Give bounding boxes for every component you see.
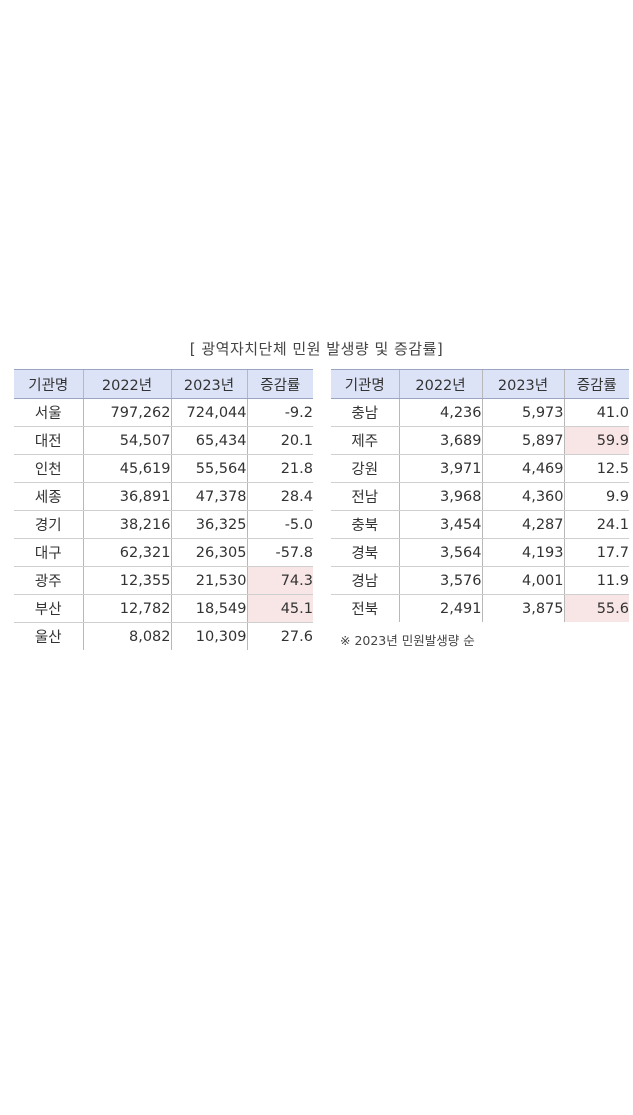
- agency-cell: 경기: [14, 510, 83, 539]
- header-2023: 2023년: [170, 369, 247, 399]
- rate-cell: 17.7: [563, 538, 629, 567]
- complaints-table-left: 기관명 2022년 2023년 증감률 서울 797,262 724,044 -9.2…: [14, 369, 313, 650]
- value-2022-cell: 12,355: [82, 566, 171, 595]
- agency-cell: 강원: [331, 454, 399, 483]
- rate-cell: -9.2: [246, 398, 313, 427]
- value-2023-cell: 18,549: [170, 594, 247, 623]
- rate-cell: 9.9: [563, 482, 629, 511]
- header-2023: 2023년: [481, 369, 564, 399]
- agency-cell: 인천: [14, 454, 83, 483]
- value-2023-cell: 4,001: [481, 566, 564, 595]
- rate-cell: 21.8: [246, 454, 313, 483]
- value-2022-cell: 54,507: [82, 426, 171, 455]
- value-2022-cell: 62,321: [82, 538, 171, 567]
- rate-cell: -57.8: [246, 538, 313, 567]
- value-2022-cell: 4,236: [398, 398, 482, 427]
- value-2023-cell: 5,973: [481, 398, 564, 427]
- header-row: 기관명 2022년 2023년 증감률: [331, 369, 629, 399]
- rate-cell: 27.6: [246, 622, 313, 650]
- table-row: 광주 12,355 21,530 74.3: [14, 566, 313, 595]
- rate-cell: 20.1: [246, 426, 313, 455]
- value-2022-cell: 797,262: [82, 398, 171, 427]
- agency-cell: 대전: [14, 426, 83, 455]
- table-row: 전남 3,968 4,360 9.9: [331, 482, 629, 511]
- value-2023-cell: 4,469: [481, 454, 564, 483]
- agency-cell: 경북: [331, 538, 399, 567]
- value-2023-cell: 10,309: [170, 622, 247, 650]
- agency-cell: 울산: [34, 630, 62, 646]
- table-row: 경남 3,576 4,001 11.9: [331, 566, 629, 595]
- table-row: 경기 38,216 36,325 -5.0: [14, 510, 313, 539]
- value-2023-cell: 36,325: [170, 510, 247, 539]
- header-2022: 2022년: [82, 369, 171, 399]
- agency-cell: 대구: [14, 538, 83, 567]
- rate-cell: 74.3: [246, 566, 313, 595]
- rate-cell: 24.1: [563, 510, 629, 539]
- header-rate: 증감률: [246, 369, 313, 399]
- value-2023-cell: 55,564: [170, 454, 247, 483]
- agency-cell: 서울: [14, 398, 83, 427]
- agency-cell: 전북: [351, 602, 379, 618]
- value-2023-cell: 4,193: [481, 538, 564, 567]
- agency-cell: 제주: [331, 426, 399, 455]
- table-row: 전북 2,491 3,875 55.6: [331, 594, 629, 622]
- rate-cell: 45.1: [246, 594, 313, 623]
- table-row: 인천 45,619 55,564 21.8: [14, 454, 313, 483]
- value-2023-cell: 47,378: [170, 482, 247, 511]
- table-row: 대전 54,507 65,434 20.1: [14, 426, 313, 455]
- value-2022-cell: 38,216: [82, 510, 171, 539]
- agency-cell: 광주: [14, 566, 83, 595]
- rate-cell: -5.0: [246, 510, 313, 539]
- value-2022-cell: 12,782: [82, 594, 171, 623]
- value-2023-cell: 724,044: [170, 398, 247, 427]
- value-2022-cell: 3,968: [398, 482, 482, 511]
- table-caption: [ 광역자치단체 민원 발생량 및 증감률]: [189, 340, 444, 358]
- value-2023-cell: 4,287: [481, 510, 564, 539]
- table-row: 서울 797,262 724,044 -9.2: [14, 398, 313, 427]
- value-2023-cell: 3,875: [481, 594, 564, 622]
- value-2022-cell: 36,891: [82, 482, 171, 511]
- value-2023-cell: 5,897: [481, 426, 564, 455]
- value-2022-cell: 45,619: [82, 454, 171, 483]
- table-row: 강원 3,971 4,469 12.5: [331, 454, 629, 483]
- value-2023-cell: 21,530: [170, 566, 247, 595]
- table-row: 충북 3,454 4,287 24.1: [331, 510, 629, 539]
- value-2022-cell: 8,082: [82, 622, 171, 650]
- footnote: ※ 2023년 민원발생량 순: [340, 633, 475, 648]
- header-agency: 기관명: [14, 369, 83, 399]
- agency-cell: 충북: [331, 510, 399, 539]
- table-row: 부산 12,782 18,549 45.1: [14, 594, 313, 623]
- table-row: 울산 8,082 10,309 27.6: [14, 622, 313, 650]
- table-row: 경북 3,564 4,193 17.7: [331, 538, 629, 567]
- header-row: 기관명 2022년 2023년 증감률: [14, 369, 313, 399]
- rate-cell: 28.4: [246, 482, 313, 511]
- value-2023-cell: 4,360: [481, 482, 564, 511]
- table-row: 세종 36,891 47,378 28.4: [14, 482, 313, 511]
- table-row: 대구 62,321 26,305 -57.8: [14, 538, 313, 567]
- header-agency: 기관명: [331, 369, 399, 399]
- rate-cell: 55.6: [563, 594, 629, 622]
- agency-cell: 전남: [331, 482, 399, 511]
- value-2023-cell: 26,305: [170, 538, 247, 567]
- value-2022-cell: 3,576: [398, 566, 482, 595]
- value-2023-cell: 65,434: [170, 426, 247, 455]
- value-2022-cell: 3,689: [398, 426, 482, 455]
- rate-cell: 12.5: [563, 454, 629, 483]
- agency-cell: 세종: [14, 482, 83, 511]
- rate-cell: 59.9: [563, 426, 629, 455]
- agency-cell: 부산: [14, 594, 83, 623]
- header-rate: 증감률: [563, 369, 629, 399]
- value-2022-cell: 3,564: [398, 538, 482, 567]
- value-2022-cell: 2,491: [398, 594, 482, 622]
- complaints-table-right: 기관명 2022년 2023년 증감률 충남 4,236 5,973 41.0 제주 3,…: [331, 369, 629, 622]
- header-2022: 2022년: [398, 369, 482, 399]
- table-row: 제주 3,689 5,897 59.9: [331, 426, 629, 455]
- rate-cell: 11.9: [563, 566, 629, 595]
- value-2022-cell: 3,454: [398, 510, 482, 539]
- agency-cell: 충남: [331, 398, 399, 427]
- value-2022-cell: 3,971: [398, 454, 482, 483]
- agency-cell: 경남: [331, 566, 399, 595]
- rate-cell: 41.0: [563, 398, 629, 427]
- table-row: 충남 4,236 5,973 41.0: [331, 398, 629, 427]
